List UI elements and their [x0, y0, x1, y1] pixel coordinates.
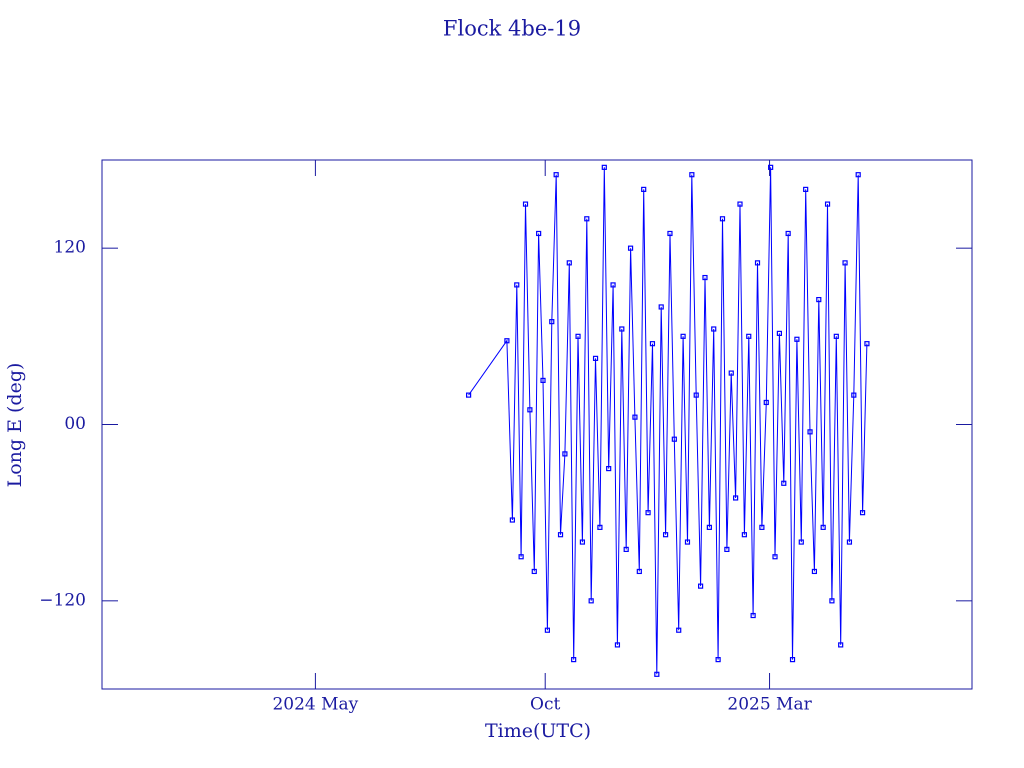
- data-point: [859, 510, 866, 516]
- data-point: [588, 598, 594, 604]
- data-point: [706, 524, 712, 530]
- data-point: [684, 539, 691, 545]
- data-point: [676, 627, 682, 633]
- data-point: [619, 326, 625, 332]
- data-point: [833, 333, 839, 339]
- data-point: [641, 186, 647, 192]
- data-point: [544, 627, 550, 633]
- data-point: [689, 172, 695, 178]
- data-point: [698, 583, 704, 589]
- data-point: [846, 539, 853, 545]
- chart-title: Flock 4be-19: [443, 17, 581, 41]
- data-point: [562, 451, 568, 457]
- data-point: [737, 201, 743, 207]
- data-point: [645, 510, 651, 516]
- data-point: [754, 260, 761, 266]
- data-point: [623, 546, 629, 553]
- data-point: [606, 465, 612, 472]
- data-point: [667, 230, 673, 237]
- data-point: [549, 319, 555, 325]
- data-point: [509, 517, 515, 523]
- data-point: [741, 532, 747, 538]
- data-point: [768, 164, 774, 170]
- data-point: [724, 546, 730, 553]
- data-point: [789, 657, 796, 663]
- data-point: [807, 429, 813, 435]
- data-point: [553, 172, 559, 178]
- data-point: [518, 554, 524, 560]
- data-point: [728, 370, 734, 376]
- plot-area: [466, 164, 870, 677]
- data-point: [597, 524, 603, 530]
- data-point: [851, 392, 857, 398]
- data-point: [829, 598, 835, 604]
- data-point: [522, 201, 529, 207]
- data-point: [536, 230, 542, 237]
- data-point: [711, 326, 717, 332]
- x-axis-label: Time(UTC): [485, 720, 591, 742]
- data-point: [671, 436, 677, 442]
- y-tick-label: −120: [39, 590, 86, 610]
- x-tick-label: 2025 Mar: [727, 695, 812, 715]
- data-point: [776, 330, 782, 336]
- data-point: [816, 296, 822, 303]
- data-point: [763, 399, 769, 406]
- data-point: [540, 377, 546, 384]
- data-point: [803, 186, 809, 192]
- data-point: [820, 524, 826, 530]
- y-axis-label: Long E (deg): [4, 363, 26, 488]
- data-point: [811, 568, 818, 575]
- data-point: [579, 539, 586, 545]
- data-point: [693, 392, 699, 398]
- y-tick-label: 120: [54, 238, 86, 258]
- data-point: [781, 480, 787, 486]
- series-line: [468, 167, 868, 675]
- data-point: [794, 336, 800, 342]
- data-point: [627, 245, 634, 251]
- data-point: [772, 554, 778, 560]
- data-point: [680, 333, 686, 339]
- data-point: [798, 539, 804, 545]
- data-point: [614, 642, 621, 648]
- data-point: [662, 532, 669, 538]
- data-point: [592, 355, 599, 361]
- data-point: [575, 333, 581, 339]
- data-point: [842, 260, 848, 266]
- data-point: [466, 392, 472, 398]
- data-point: [566, 260, 572, 266]
- data-point: [504, 338, 510, 344]
- data-point: [601, 164, 607, 170]
- data-point: [785, 230, 791, 237]
- data-point: [702, 274, 708, 281]
- data-point: [719, 216, 726, 222]
- data-point: [824, 201, 831, 207]
- data-point: [636, 568, 642, 575]
- data-point: [759, 524, 765, 530]
- data-point: [527, 407, 533, 413]
- data-point: [632, 414, 638, 420]
- data-point: [584, 216, 590, 222]
- data-point: [610, 282, 616, 288]
- y-tick-label: 00: [64, 414, 86, 434]
- data-point: [531, 568, 537, 575]
- data-point: [746, 333, 752, 339]
- data-point: [733, 495, 739, 501]
- x-tick-label: 2024 May: [272, 695, 358, 715]
- data-point: [855, 172, 861, 178]
- data-point: [864, 341, 870, 347]
- data-point: [557, 532, 564, 538]
- data-point: [514, 282, 520, 288]
- data-point: [750, 612, 756, 619]
- x-tick-label: Oct: [530, 695, 560, 715]
- data-point: [649, 341, 656, 347]
- data-point: [654, 671, 660, 677]
- data-point: [571, 657, 577, 663]
- data-point: [715, 657, 721, 663]
- data-point: [838, 642, 844, 648]
- data-point: [658, 304, 664, 310]
